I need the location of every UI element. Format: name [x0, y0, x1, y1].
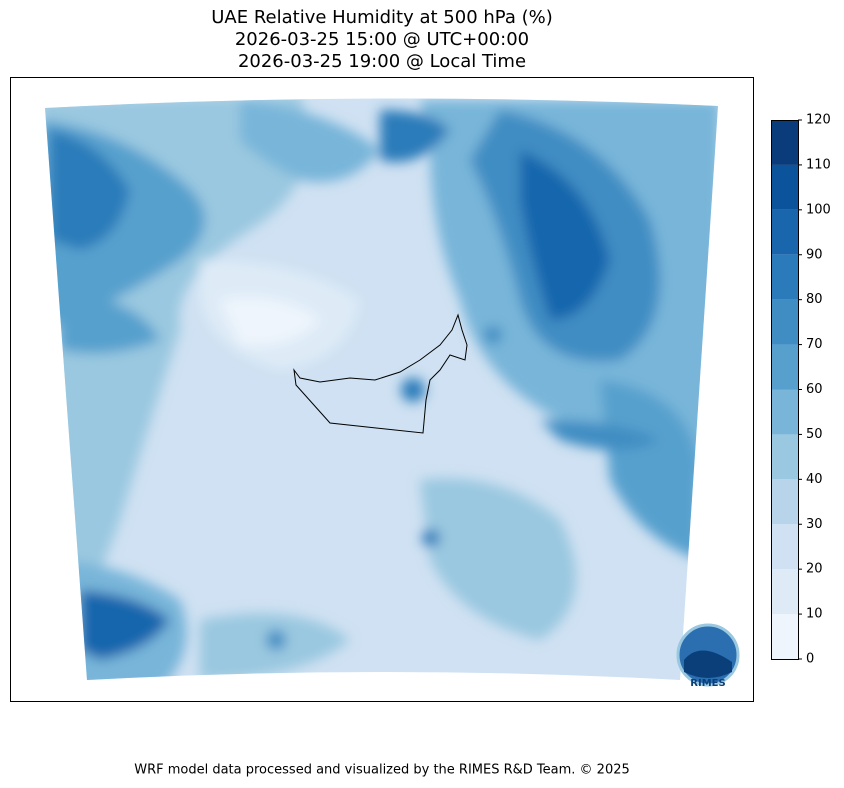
logo-text: RIMES	[690, 678, 725, 689]
logo-wave	[684, 650, 732, 678]
uae-border	[293, 313, 468, 434]
colorbar-band	[771, 389, 798, 435]
colorbar-tick-label: 50	[806, 427, 823, 442]
colorbar-band	[771, 209, 798, 255]
colorbar-tick-label: 60	[806, 382, 823, 397]
colorbar-band	[771, 434, 798, 480]
footer: WRF model data processed and visualized …	[134, 763, 630, 778]
colorbar-band	[771, 614, 798, 659]
colorbar-tick-label: 120	[806, 113, 831, 128]
title-line: UAE Relative Humidity at 500 hPa (%)	[211, 7, 552, 28]
colorbar-band	[771, 344, 798, 390]
colorbar-tick-label: 110	[806, 157, 831, 172]
colorbar-tick-label: 30	[806, 517, 823, 532]
colorbar-tick-label: 80	[806, 292, 823, 307]
colorbar-tick-label: 70	[806, 337, 823, 352]
colorbar-band	[771, 479, 798, 525]
colorbar-band	[771, 569, 798, 615]
title-line: 2026-03-25 15:00 @ UTC+00:00	[235, 29, 529, 50]
colorbar-band	[771, 299, 798, 345]
colorbar-band	[771, 120, 798, 165]
colorbar-tick-label: 0	[806, 652, 814, 667]
colorbar-tick-label: 10	[806, 607, 823, 622]
colorbar-tick-label: 90	[806, 247, 823, 262]
humidity-field	[45, 98, 718, 681]
logo: RIMES	[676, 623, 740, 689]
colorbar-band	[771, 254, 798, 300]
colorbar-band	[771, 524, 798, 570]
colorbar-frame	[771, 120, 799, 660]
colorbar: 0 10 20 30 40 50 60 70 80 90 100 110 120	[771, 113, 831, 667]
map-frame	[10, 77, 754, 702]
colorbar-tick-label: 100	[806, 202, 831, 217]
colorbar-tick-label: 40	[806, 472, 823, 487]
title-line: 2026-03-25 19:00 @ Local Time	[238, 51, 526, 72]
colorbar-band	[771, 164, 798, 210]
colorbar-tick-label: 20	[806, 562, 823, 577]
